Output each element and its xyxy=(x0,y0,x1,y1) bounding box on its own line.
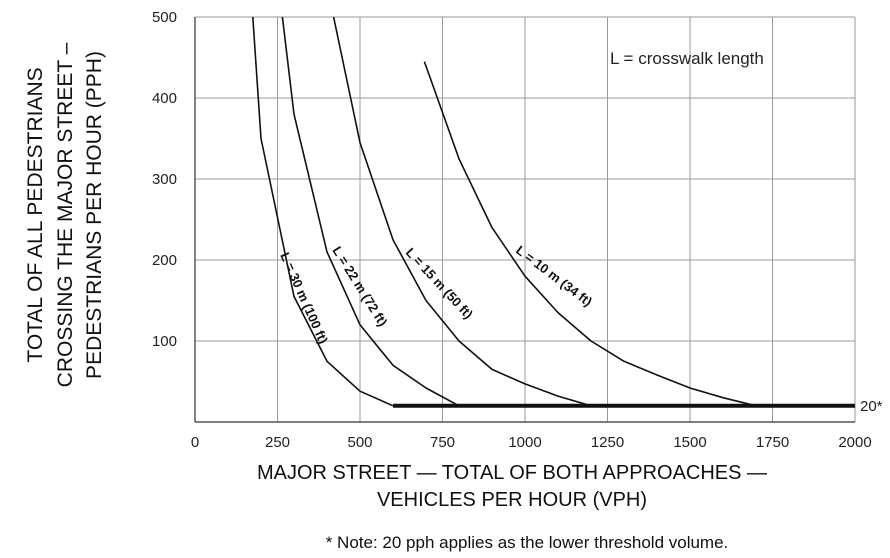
series-line-3 xyxy=(332,16,592,407)
y-tick-label: 400 xyxy=(152,90,177,107)
y-axis-label-line: CROSSING THE MAJOR STREET – xyxy=(54,42,77,387)
plot-frame xyxy=(194,17,855,423)
y-axis-label-line: TOTAL OF ALL PEDESTRIANS xyxy=(24,67,47,362)
x-tick-label: 1500 xyxy=(673,434,706,451)
x-axis-label-line: MAJOR STREET — TOTAL OF BOTH APPROACHES … xyxy=(257,462,767,484)
x-tick-label: 250 xyxy=(265,434,290,451)
curve-label-3: L = 15 m (50 ft) xyxy=(403,245,476,322)
curve-label-1: L = 30 m (100 ft) xyxy=(277,250,331,346)
y-tick-label: 100 xyxy=(152,333,177,350)
y-tick-label: 500 xyxy=(152,9,177,26)
y-tick-label: 300 xyxy=(152,171,177,188)
x-tick-label: 2000 xyxy=(838,434,871,451)
curve-labels: L = 30 m (100 ft)L = 22 m (72 ft) L = 15 … xyxy=(277,242,595,346)
x-tick-label: 750 xyxy=(430,434,455,451)
threshold-line-group: 20* xyxy=(393,398,883,415)
series-line-4 xyxy=(423,61,757,407)
y-axis-label-line: PEDESTRIANS PER HOUR (PPH) xyxy=(83,51,106,379)
legend-text: L = crosswalk length xyxy=(610,49,764,68)
x-tick-label: 1750 xyxy=(756,434,789,451)
footnote: * Note: 20 pph applies as the lower thre… xyxy=(326,533,729,552)
x-tick-label: 1000 xyxy=(508,434,541,451)
x-tick-label: 500 xyxy=(347,434,372,451)
x-tick-label: 0 xyxy=(191,434,199,451)
grid xyxy=(195,16,856,422)
series-group xyxy=(252,16,757,407)
x-axis-label-line: VEHICLES PER HOUR (VPH) xyxy=(377,489,647,511)
threshold-label: 20* xyxy=(860,398,883,415)
series-line-1 xyxy=(252,16,394,407)
y-axis-label: TOTAL OF ALL PEDESTRIANS CROSSING THE MAJ… xyxy=(24,42,106,387)
y-tick-label: 200 xyxy=(152,252,177,269)
series-line-2 xyxy=(281,16,460,407)
x-axis-label: MAJOR STREET — TOTAL OF BOTH APPROACHES … xyxy=(257,462,767,511)
x-tick-label: 1250 xyxy=(591,434,624,451)
tick-labels: 0 250 500 750 1000 1250 1500 1750 2000 100 200 300 4… xyxy=(152,9,872,451)
